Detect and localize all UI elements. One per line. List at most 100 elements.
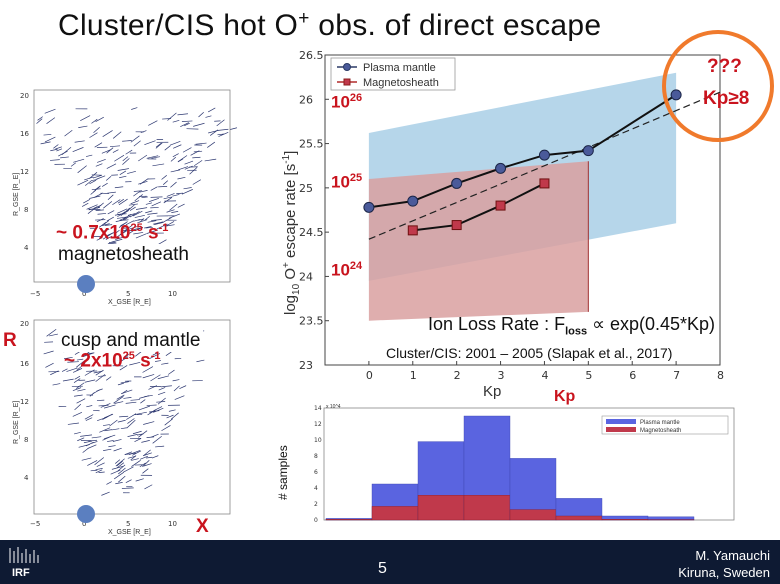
trajectory-arrow	[96, 202, 104, 209]
mantle-point	[582, 145, 594, 157]
x-tick-label: 6	[629, 369, 636, 382]
question-mark-note: ???	[707, 56, 742, 77]
trajectory-arrow	[142, 460, 150, 467]
trajectory-arrow	[108, 445, 116, 448]
trajectory-arrow	[161, 175, 167, 180]
legend-sheath: Magnetosheath	[363, 77, 439, 89]
trajectory-arrow	[84, 180, 92, 186]
trajectory-arrow	[80, 434, 93, 437]
title-rest: obs. of direct escape	[309, 9, 602, 42]
trajectory-arrow	[77, 165, 87, 174]
trajectory-arrow	[205, 115, 212, 118]
trajectory-arrow	[106, 163, 117, 169]
trajectory-arrow	[106, 481, 112, 485]
trajectory-arrow	[176, 192, 183, 195]
trajectory-arrow	[103, 404, 116, 409]
sheath-range-band	[368, 161, 589, 321]
trajectory-arrow	[127, 418, 135, 424]
trajectory-arrow	[194, 160, 203, 167]
trajectory-arrow	[101, 491, 110, 496]
trajectory-arrow	[147, 410, 156, 416]
trajectory-arrow	[166, 209, 175, 213]
trajectory-arrow	[153, 407, 164, 413]
trajectory-arrow	[67, 422, 79, 425]
trajectory-arrow	[90, 189, 97, 195]
trajectory-arrow	[72, 411, 83, 417]
trajectory-arrow	[113, 471, 125, 480]
trajectory-arrow	[94, 457, 105, 466]
trajectory-arrow	[115, 219, 124, 222]
trajectory-arrow	[147, 212, 158, 215]
trajectory-arrow	[96, 175, 106, 180]
trajectory-arrow	[112, 149, 119, 153]
trajectory-arrow	[142, 366, 154, 373]
trajectory-arrow	[170, 412, 179, 420]
trajectory-arrow	[84, 379, 96, 383]
trajectory-arrow	[119, 365, 128, 371]
data-source-note: Cluster/CIS: 2001 – 2005 (Slapak et al.,…	[386, 345, 673, 361]
trajectory-arrow	[146, 155, 159, 159]
trajectory-arrow	[179, 385, 187, 390]
trajectory-arrow	[131, 459, 141, 467]
hist-bar-sheath	[555, 515, 603, 521]
trajectory-arrow	[66, 367, 78, 372]
trajectory-arrow	[183, 187, 192, 190]
trajectory-arrow	[87, 460, 98, 466]
trajectory-arrow	[85, 154, 93, 157]
trajectory-arrow	[143, 225, 152, 229]
trajectory-arrow	[63, 356, 73, 360]
trajectory-arrow	[139, 462, 146, 468]
trajectory-arrow	[104, 413, 114, 419]
trajectory-arrow	[193, 122, 205, 127]
trajectory-arrow	[166, 193, 175, 197]
loss-rate-formula: Ion Loss Rate : Floss ∝ exp(0.45*Kp)	[428, 314, 716, 338]
trajectory-arrow	[129, 226, 138, 230]
svg-text:−5: −5	[30, 290, 40, 298]
trajectory-arrow	[116, 394, 125, 400]
trajectory-arrow	[131, 107, 138, 110]
trajectory-arrow	[168, 409, 176, 412]
trajectory-arrow	[117, 198, 125, 204]
trajectory-arrow	[50, 148, 58, 152]
trajectory-arrow	[86, 204, 98, 210]
trajectory-arrow	[95, 209, 104, 212]
trajectory-arrow	[76, 358, 84, 361]
label-1e26: 1026	[331, 92, 363, 112]
trajectory-arrow	[76, 363, 86, 371]
trajectory-arrow	[43, 350, 54, 355]
trajectory-arrow	[83, 440, 93, 444]
trajectory-arrow	[126, 419, 136, 429]
trajectory-arrow	[106, 147, 114, 154]
trajectory-arrow	[120, 427, 127, 430]
trajectory-arrow	[73, 158, 85, 163]
trajectory-arrow	[149, 197, 160, 202]
trajectory-arrow	[127, 171, 136, 174]
trajectory-arrow	[161, 362, 169, 365]
trajectory-arrow	[139, 455, 149, 460]
trajectory-arrow	[144, 484, 153, 490]
trajectory-arrow	[111, 428, 120, 431]
trajectory-arrow	[132, 210, 143, 217]
trajectory-arrow	[198, 111, 204, 118]
trajectory-arrow	[145, 202, 153, 205]
trajectory-arrow	[91, 441, 98, 444]
trajectory-arrow	[217, 133, 225, 136]
hist-ylabel: # samples	[276, 445, 290, 500]
trajectory-arrow	[148, 120, 158, 126]
trajectory-arrow	[44, 136, 56, 143]
trajectory-arrow	[107, 194, 114, 200]
trajectory-arrow	[75, 382, 85, 389]
trajectory-arrow	[95, 116, 104, 122]
trajectory-arrow	[84, 369, 95, 376]
trajectory-arrow	[142, 468, 149, 474]
trajectory-arrow	[141, 440, 150, 443]
trajectory-arrow	[56, 148, 63, 152]
trajectory-arrow	[103, 448, 112, 451]
trajectory-arrow	[134, 438, 142, 442]
trajectory-arrow	[95, 374, 106, 382]
svg-text:5: 5	[126, 520, 130, 528]
trajectory-arrow	[137, 219, 148, 224]
kp8-note: Kp≥8	[703, 88, 750, 109]
trajectory-arrow	[143, 449, 151, 456]
hist-y-tick-label: 0	[314, 517, 318, 524]
